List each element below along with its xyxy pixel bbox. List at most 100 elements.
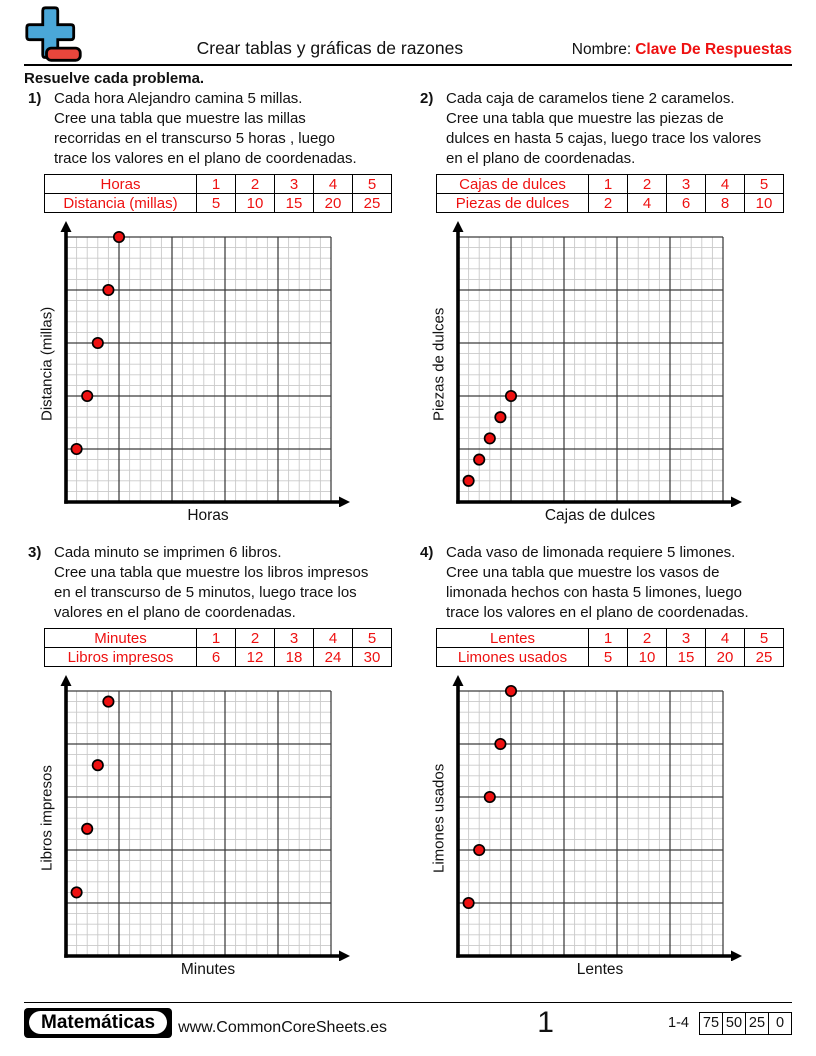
problem-2-text: 2) Cada caja de caramelos tiene 2 carame…	[416, 89, 792, 169]
ratio-table-3: Minutes 1 2 3 4 5 Libros impresos 6 12 18 24 30	[44, 628, 392, 667]
data-point	[91, 336, 104, 350]
data-point	[483, 790, 496, 804]
problem-number: 4)	[420, 544, 434, 561]
plus-math-icon	[24, 4, 88, 62]
table-cell: 3	[666, 628, 706, 648]
table-row: Piezas de dulces 2 4 6 8 10	[436, 193, 784, 213]
ratio-table-4: Lentes 1 2 3 4 5 Limones usados 5 10 15 20 25	[436, 628, 784, 667]
problem-range-label: 1-4	[668, 1015, 689, 1031]
graph-4: Limones usados Lentes	[428, 675, 792, 979]
score-group: 1-4 75 50 25 0	[668, 1011, 792, 1035]
table-cell: 8	[705, 193, 745, 213]
problem-text-line: en el transcurso de 5 minutos, luego tra…	[54, 584, 357, 601]
table-cell: 25	[352, 193, 392, 213]
data-point	[494, 411, 507, 424]
table-cell: 6	[196, 647, 236, 667]
data-point	[70, 886, 83, 899]
problems-grid: 1) Cada hora Alejandro camina 5 millas. …	[24, 89, 792, 979]
data-point	[112, 230, 126, 244]
table-row-label: Distancia (millas)	[44, 193, 197, 213]
coordinate-plane-4	[452, 675, 742, 961]
problem-number: 2)	[420, 90, 434, 107]
problem-text-line: Cree una tabla que muestre las piezas de	[446, 110, 724, 127]
coordinate-plane-3	[60, 675, 350, 961]
page-number: 1	[537, 1006, 554, 1039]
problem-number: 3)	[28, 544, 42, 561]
problem-text-line: Cree una tabla que muestre las millas	[54, 110, 306, 127]
table-cell: 4	[627, 193, 667, 213]
problem-text-line: recorridas en el transcurso 5 horas , lu…	[54, 130, 335, 147]
problem-text-line: limonada hechos con hasta 5 limones, lue…	[446, 584, 743, 601]
table-cell: 2	[235, 628, 275, 648]
x-axis-label: Horas	[187, 507, 229, 524]
data-point	[70, 442, 83, 456]
table-cell: 2	[235, 174, 275, 194]
problem-text-line: en el plano de coordenadas.	[446, 150, 636, 167]
table-row: Cajas de dulces 1 2 3 4 5	[436, 174, 784, 194]
table-cell: 20	[705, 647, 745, 667]
table-cell: 1	[588, 628, 628, 648]
problem-3: 3) Cada minuto se imprimen 6 libros. Cre…	[24, 543, 400, 979]
table-cell: 6	[666, 193, 706, 213]
table-row: Minutes 1 2 3 4 5	[44, 628, 392, 648]
data-point	[102, 695, 115, 708]
table-row: Distancia (millas) 5 10 15 20 25	[44, 193, 392, 213]
data-point	[462, 474, 475, 487]
site-url: www.CommonCoreSheets.es	[178, 1019, 388, 1036]
table-cell: 3	[274, 628, 314, 648]
header: Crear tablas y gráficas de razones Nombr…	[24, 6, 792, 66]
table-cell: 20	[313, 193, 353, 213]
graph-3: Libros impresos Minutes	[36, 675, 400, 979]
data-point	[102, 283, 115, 297]
x-axis-label: Cajas de dulces	[544, 507, 656, 524]
data-point	[473, 453, 486, 466]
data-point	[81, 822, 94, 835]
score-cell: 75	[699, 1011, 723, 1035]
coordinate-plane-1	[60, 221, 350, 507]
score-cell: 0	[768, 1011, 792, 1035]
table-cell: 10	[627, 647, 667, 667]
table-row-label: Cajas de dulces	[436, 174, 589, 194]
answer-key-label: Clave De Respuestas	[635, 41, 792, 58]
table-cell: 18	[274, 647, 314, 667]
problem-text-line: Cada caja de caramelos tiene 2 caramelos…	[446, 90, 735, 107]
problem-1: 1) Cada hora Alejandro camina 5 millas. …	[24, 89, 400, 525]
table-cell: 12	[235, 647, 275, 667]
table-cell: 2	[588, 193, 628, 213]
graph-2: Piezas de dulces Cajas de dulces	[428, 221, 792, 525]
table-cell: 15	[666, 647, 706, 667]
table-row-label: Lentes	[436, 628, 589, 648]
table-cell: 5	[352, 628, 392, 648]
table-row-label: Limones usados	[436, 647, 589, 667]
problem-text-line: Cree una tabla que muestre los vasos de	[446, 564, 720, 581]
problem-text-line: valores en el plano de coordenadas.	[54, 604, 296, 621]
problem-text-line: Cada minuto se imprimen 6 libros.	[54, 544, 282, 561]
table-row: Lentes 1 2 3 4 5	[436, 628, 784, 648]
table-cell: 1	[196, 174, 236, 194]
y-axis-label: Piezas de dulces	[430, 307, 448, 421]
data-point	[473, 843, 486, 857]
page-title: Crear tablas y gráficas de razones	[196, 38, 464, 58]
y-axis-label: Libros impresos	[38, 765, 56, 871]
table-cell: 10	[235, 193, 275, 213]
table-row-label: Piezas de dulces	[436, 193, 589, 213]
problem-text-line: trace los valores en el plano de coorden…	[446, 604, 749, 621]
table-cell: 1	[196, 628, 236, 648]
table-cell: 5	[744, 628, 784, 648]
score-table: 75 50 25 0	[699, 1011, 792, 1035]
problem-3-text: 3) Cada minuto se imprimen 6 libros. Cre…	[24, 543, 400, 623]
table-cell: 5	[588, 647, 628, 667]
data-point	[81, 389, 94, 403]
table-cell: 4	[313, 174, 353, 194]
table-cell: 2	[627, 628, 667, 648]
footer: Matemáticas www.CommonCoreSheets.es 1 1-…	[24, 1002, 792, 1040]
problem-text-line: Cada vaso de limonada requiere 5 limones…	[446, 544, 736, 561]
table-cell: 3	[274, 174, 314, 194]
score-cell: 50	[722, 1011, 746, 1035]
table-cell: 1	[588, 174, 628, 194]
table-row-label: Libros impresos	[44, 647, 197, 667]
ratio-table-2: Cajas de dulces 1 2 3 4 5 Piezas de dulces 2 4 6 8…	[436, 174, 784, 213]
table-cell: 15	[274, 193, 314, 213]
ratio-table-1: Horas 1 2 3 4 5 Distancia (millas) 5 10 15 20 25	[44, 174, 392, 213]
